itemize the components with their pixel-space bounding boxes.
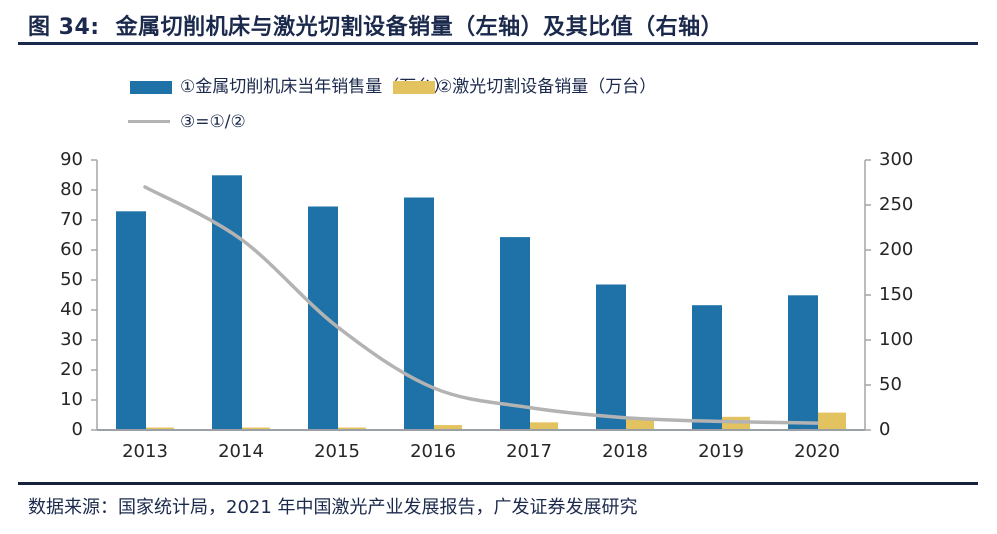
bar-machine-tools-2018 [596,284,626,430]
bar-machine-tools-2016 [404,197,434,430]
bar-laser-2016 [434,425,462,430]
bar-laser-2020 [818,412,846,430]
legend-label-ratio: ③=①/② [180,112,246,132]
figure-header: 图 34: 金属切削机床与激光切割设备销量（左轴）及其比值（右轴） [28,9,723,41]
bar-laser-2015 [338,427,366,430]
bar-machine-tools-2017 [500,237,530,430]
legend-swatch-machine-tools-bar [130,81,172,94]
bar-machine-tools-2019 [692,305,722,430]
source-note: 数据来源：国家统计局，2021 年中国激光产业发展报告，广发证券发展研究 [28,497,638,518]
legend-swatch-ratio-line [128,120,170,123]
bar-machine-tools-2014 [212,175,242,430]
ratio-line [143,185,819,425]
bar-machine-tools-2013 [116,211,146,430]
figure-number: 图 34: [28,15,100,40]
bar-laser-2018 [626,419,654,430]
bar-laser-2017 [530,422,558,430]
bar-machine-tools-2020 [788,295,818,430]
bar-machine-tools-2015 [308,206,338,430]
bar-laser-2014 [242,427,270,430]
title-divider [18,42,978,45]
legend-label-machine-tools: ①金属切削机床当年销售量（万台） [180,77,451,97]
source-divider [18,482,978,485]
legend-swatch-laser-bar [393,81,435,94]
bar-laser-2013 [146,427,174,430]
legend-label-laser: ②激光切割设备销量（万台） [437,77,657,97]
figure-title: 金属切削机床与激光切割设备销量（左轴）及其比值（右轴） [115,15,724,40]
